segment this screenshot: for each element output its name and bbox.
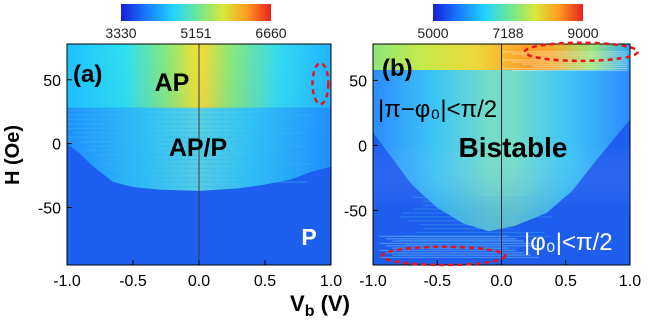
y-tick-label: 50	[349, 73, 367, 90]
panel-a: 3330 5151 6660 -1.0 -0.5 0.0 0.5 1.0 500-50 …	[2, 4, 342, 290]
colorbar-a-max-label: 6660	[255, 25, 286, 41]
x-tick-label: 0.0	[490, 273, 512, 290]
shared-xlabel-main: V	[290, 291, 305, 316]
plot-a-y-axis: 50 0 -50	[38, 73, 72, 218]
colorbar-a-min-label: 3330	[105, 25, 136, 41]
plot-b-x-axis: -1.0 -0.5 0.0 0.5 1.0	[359, 260, 641, 290]
plot-b-y-axis: 50 0 -50	[344, 73, 378, 220]
x-tick-label: 0.5	[254, 273, 276, 290]
x-tick-label: 0.0	[188, 273, 210, 290]
plot-b-label-bistable: Bistable	[459, 132, 568, 163]
x-tick-label: -1.0	[53, 273, 81, 290]
plot-a-x-axis: -1.0 -0.5 0.0 0.5 1.0	[53, 260, 342, 290]
plot-b-panel-label: (b)	[382, 55, 413, 82]
plot-a-ylabel: H (Oe)	[2, 125, 24, 185]
plot-b-label-in-phase: |φ₀|<π/2	[524, 229, 613, 256]
x-tick-label: 1.0	[619, 273, 641, 290]
y-tick-label: -50	[344, 203, 367, 220]
plot-a-highlight-ellipse	[311, 61, 330, 106]
panel-b: 5000 7188 9000 -1.0 -0.5 0.0 0.5 1.0 500-50 …	[344, 4, 641, 290]
y-tick-label: -50	[38, 201, 61, 218]
x-tick-label: 0.5	[555, 273, 577, 290]
colorbar-b: 5000 7188 9000	[417, 4, 599, 41]
colorbar-b-max-label: 9000	[567, 25, 598, 41]
shared-xlabel-unit: (V)	[314, 291, 349, 316]
colorbar-a-gradient	[121, 4, 271, 21]
plot-b-highlight-top-ellipse	[523, 41, 639, 63]
plot-b-label-anti-phase: |π−φ₀|<π/2	[378, 96, 497, 123]
y-tick-label: 50	[43, 73, 61, 90]
plot-b-highlight-bottom-ellipse	[380, 245, 507, 267]
colorbar-b-min-label: 5000	[417, 25, 448, 41]
y-tick-label: 0	[52, 137, 61, 154]
x-tick-label: -0.5	[119, 273, 147, 290]
x-tick-label: -1.0	[359, 273, 387, 290]
colorbar-b-mid-label: 7188	[492, 25, 523, 41]
colorbar-b-gradient	[433, 4, 583, 21]
heatmap-a-step-edges	[67, 109, 312, 188]
y-tick-label: 0	[358, 138, 367, 155]
x-tick-label: -0.5	[423, 273, 451, 290]
heatmap-b	[373, 44, 630, 265]
plot-a-label-ap-p: AP/P	[169, 134, 227, 162]
colorbar-a: 3330 5151 6660	[105, 4, 287, 41]
shared-xlabel: Vb (V)	[290, 291, 350, 320]
heatmap-a	[67, 44, 331, 265]
x-tick-label: 1.0	[320, 273, 342, 290]
plot-a-label-p: P	[301, 224, 316, 250]
plot-a-label-ap: AP	[155, 69, 190, 97]
plot-a-panel-label: (a)	[73, 61, 102, 88]
colorbar-a-mid-label: 5151	[180, 25, 211, 41]
heatmap-b-noise-stripes	[379, 51, 628, 259]
shared-xlabel-subscript: b	[305, 303, 315, 320]
